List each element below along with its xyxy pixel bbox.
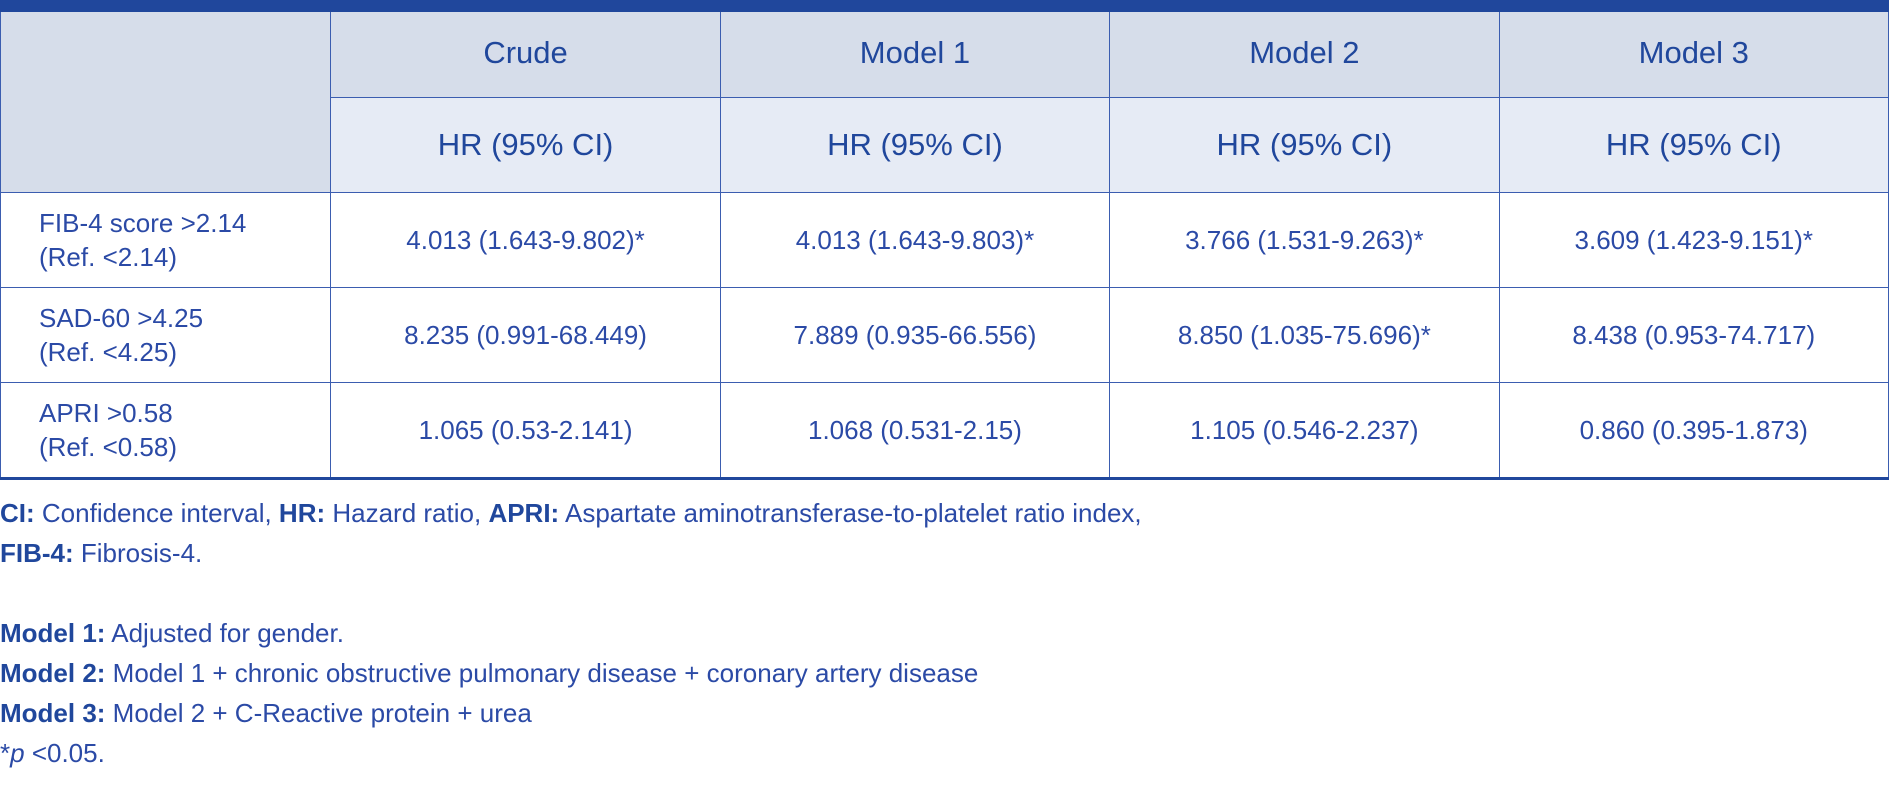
- row-label: FIB-4 score >2.14 (Ref. <2.14): [0, 192, 332, 288]
- abbreviations-line: FIB-4: Fibrosis-4.: [0, 533, 1889, 573]
- subheader-cell: HR (95% CI): [1109, 97, 1500, 193]
- table-row: APRI >0.58 (Ref. <0.58) 1.065 (0.53-2.14…: [0, 382, 1889, 478]
- model-term: Model 2:: [0, 658, 106, 688]
- table-footnotes: CI: Confidence interval, HR: Hazard rati…: [0, 493, 1889, 773]
- subheader-row: HR (95% CI) HR (95% CI) HR (95% CI) HR (…: [1, 97, 1889, 193]
- col-header-model-1: Model 1: [719, 0, 1111, 98]
- bottom-rule: [0, 477, 1889, 480]
- abbreviations-line: CI: Confidence interval, HR: Hazard rati…: [0, 493, 1889, 533]
- row-label: SAD-60 >4.25 (Ref. <4.25): [0, 287, 332, 383]
- table-cell: 1.065 (0.53-2.141): [330, 382, 721, 478]
- table-cell: 1.068 (0.531-2.15): [719, 382, 1111, 478]
- corner-cell: [0, 0, 332, 193]
- table-cell: 8.235 (0.991-68.449): [330, 287, 721, 383]
- table-cell: 7.889 (0.935-66.556): [719, 287, 1111, 383]
- abbr-term: CI:: [0, 498, 35, 528]
- table-cell: 8.438 (0.953-74.717): [1498, 287, 1889, 383]
- model-term: Model 3:: [0, 698, 106, 728]
- model-text: Model 1 + chronic obstructive pulmonary …: [105, 658, 979, 688]
- abbr-text: Confidence interval,: [34, 498, 279, 528]
- col-header-model-3: Model 3: [1498, 0, 1889, 98]
- spacer: [0, 573, 1889, 613]
- row-label: APRI >0.58 (Ref. <0.58): [0, 382, 332, 478]
- model-note: Model 3: Model 2 + C-Reactive protein + …: [0, 693, 1889, 733]
- model-term: Model 1:: [0, 618, 106, 648]
- model-text: Adjusted for gender.: [105, 618, 344, 648]
- table-row: FIB-4 score >2.14 (Ref. <2.14) 4.013 (1.…: [0, 192, 1889, 288]
- significance-note: *p <0.05.: [0, 733, 1889, 773]
- header-row: Crude Model 1 Model 2 Model 3: [0, 0, 1889, 193]
- table-cell: 3.766 (1.531-9.263)*: [1109, 192, 1500, 288]
- abbr-term: HR:: [278, 498, 326, 528]
- table-row: SAD-60 >4.25 (Ref. <4.25) 8.235 (0.991-6…: [0, 287, 1889, 383]
- abbr-text: Hazard ratio,: [325, 498, 489, 528]
- abbr-text: Aspartate aminotransferase-to-platelet r…: [559, 498, 1142, 528]
- abbr-term: APRI:: [488, 498, 560, 528]
- table-cell: 0.860 (0.395-1.873): [1498, 382, 1889, 478]
- col-header-model-2: Model 2: [1109, 0, 1500, 98]
- table-cell: 4.013 (1.643-9.802)*: [330, 192, 721, 288]
- table-cell: 8.850 (1.035-75.696)*: [1109, 287, 1500, 383]
- model-note: Model 2: Model 1 + chronic obstructive p…: [0, 653, 1889, 693]
- significance-text: <0.05.: [24, 738, 105, 768]
- abbr-term: FIB-4:: [0, 538, 74, 568]
- subheader-cell: HR (95% CI): [330, 97, 721, 193]
- row-label-line: APRI >0.58: [39, 398, 173, 428]
- model-note: Model 1: Adjusted for gender.: [0, 613, 1889, 653]
- table-cell: 3.609 (1.423-9.151)*: [1498, 192, 1889, 288]
- row-label-line: FIB-4 score >2.14: [39, 208, 247, 238]
- subheader-cell: HR (95% CI): [719, 97, 1111, 193]
- top-rule: [0, 0, 1889, 12]
- table-cell: 1.105 (0.546-2.237): [1109, 382, 1500, 478]
- row-label-line: SAD-60 >4.25: [39, 303, 204, 333]
- col-header-crude: Crude: [330, 0, 721, 98]
- p-symbol: p: [10, 738, 25, 768]
- row-label-ref: (Ref. <4.25): [39, 337, 178, 367]
- row-label-ref: (Ref. <0.58): [39, 432, 178, 462]
- table-cell: 4.013 (1.643-9.803)*: [719, 192, 1111, 288]
- row-label-ref: (Ref. <2.14): [39, 242, 178, 272]
- model-text: Model 2 + C-Reactive protein + urea: [105, 698, 532, 728]
- hazard-ratio-table: Crude Model 1 Model 2 Model 3 HR (95% CI…: [0, 0, 1889, 478]
- significance-star: *: [0, 738, 11, 768]
- abbr-text: Fibrosis-4.: [73, 538, 203, 568]
- subheader-cell: HR (95% CI): [1498, 97, 1889, 193]
